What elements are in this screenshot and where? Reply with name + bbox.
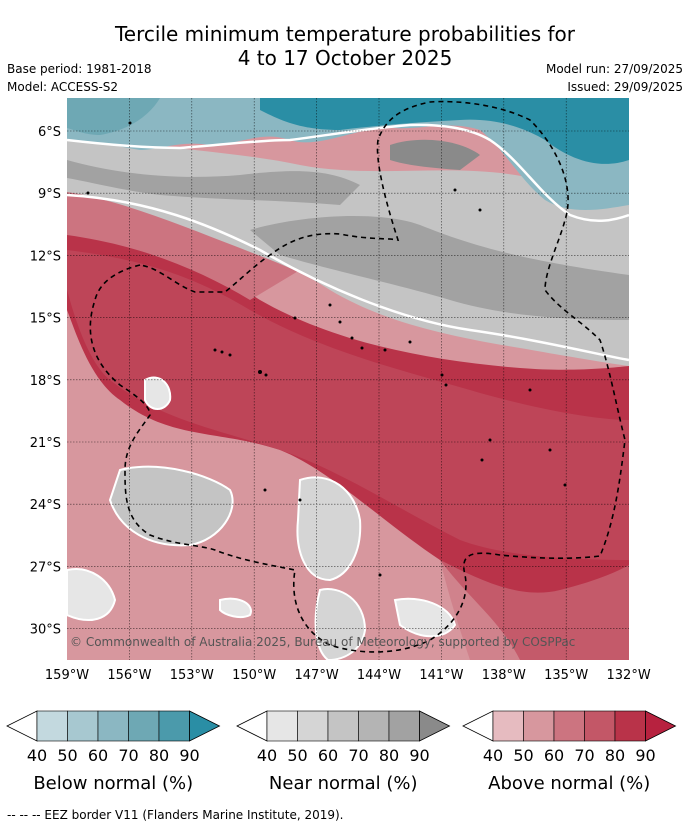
eez-border — [89, 100, 626, 653]
longitude-labels: 159°W 156°W 153°W 150°W 147°W 144°W 141°W 138°W… — [45, 668, 651, 683]
lat-label: 9°S — [38, 187, 61, 202]
colorbar-tick: 80 — [149, 746, 169, 765]
lat-label: 30°S — [30, 623, 61, 638]
lon-label: 132°W — [607, 668, 651, 683]
below-normal-region — [67, 98, 629, 210]
colorbar-label: Below normal (%) — [33, 773, 193, 794]
colorbar-tick: 70 — [118, 746, 138, 765]
colorbars: 40 50 60 70 80 90 Below normal (%) 40 50 60 70 80 90… — [6, 710, 677, 794]
colorbar-tick: 60 — [88, 746, 108, 765]
colorbar-label: Above normal (%) — [488, 773, 650, 794]
lon-label: 138°W — [482, 668, 526, 683]
colorbar-tick: 40 — [483, 746, 503, 765]
meta-left: Base period: 1981-2018 Model: ACCESS-S2 — [7, 60, 152, 96]
lon-label: 159°W — [45, 668, 89, 683]
base-period: Base period: 1981-2018 — [7, 62, 152, 76]
lat-label: 15°S — [30, 312, 61, 327]
colorbar-tick: 40 — [27, 746, 47, 765]
lon-label: 141°W — [419, 668, 463, 683]
meta-right: Model run: 27/09/2025 Issued: 29/09/2025 — [546, 60, 683, 96]
map-title: Tercile minimum temperature probabilitie… — [0, 22, 690, 70]
lon-label: 144°W — [357, 668, 401, 683]
colorbar-tick: 50 — [513, 746, 533, 765]
colorbar-tick: 70 — [574, 746, 594, 765]
colorbar-1: 40 50 60 70 80 90 Near normal (%) — [236, 710, 451, 794]
gridlines — [67, 98, 629, 660]
map-area — [67, 98, 629, 660]
latitude-labels: 6°S 9°S 12°S 15°S 18°S 21°S 24°S 27°S 30°S — [30, 125, 61, 638]
colorbar-tick: 50 — [287, 746, 307, 765]
colorbar-tick: 90 — [635, 746, 655, 765]
colorbar-tick: 90 — [409, 746, 429, 765]
lat-label: 24°S — [30, 498, 61, 513]
colorbar-0: 40 50 60 70 80 90 Below normal (%) — [6, 710, 221, 794]
colorbar-tick: 70 — [348, 746, 368, 765]
lon-label: 156°W — [107, 668, 151, 683]
lat-label: 21°S — [30, 436, 61, 451]
colorbar-tick: 90 — [179, 746, 199, 765]
model-run: Model run: 27/09/2025 — [545, 62, 683, 76]
colorbar-tick: 60 — [318, 746, 338, 765]
lon-label: 147°W — [295, 668, 339, 683]
footer-note: -- -- -- EEZ border V11 (Flanders Marine… — [7, 808, 344, 822]
lon-label: 150°W — [232, 668, 276, 683]
lon-label: 135°W — [544, 668, 588, 683]
title-line-1: Tercile minimum temperature probabilitie… — [114, 22, 576, 46]
lat-label: 27°S — [30, 560, 61, 575]
colorbar-tick: 50 — [57, 746, 77, 765]
lon-label: 153°W — [170, 668, 214, 683]
colorbar-tick: 40 — [257, 746, 277, 765]
colorbar-2: 40 50 60 70 80 90 Above normal (%) — [462, 710, 677, 794]
colorbar-tick: 60 — [544, 746, 564, 765]
colorbar-tick: 80 — [379, 746, 399, 765]
colorbar-label: Near normal (%) — [269, 773, 418, 794]
lat-label: 18°S — [30, 374, 61, 389]
copyright-text: © Commonwealth of Australia 2025, Bureau… — [70, 635, 575, 649]
lat-label: 12°S — [30, 249, 61, 264]
title-line-2: 4 to 17 October 2025 — [237, 46, 453, 70]
islands — [86, 121, 567, 577]
colorbar-tick: 80 — [605, 746, 625, 765]
issued-date: Issued: 29/09/2025 — [567, 80, 683, 94]
lat-label: 6°S — [38, 125, 61, 140]
model-name: Model: ACCESS-S2 — [7, 80, 119, 94]
